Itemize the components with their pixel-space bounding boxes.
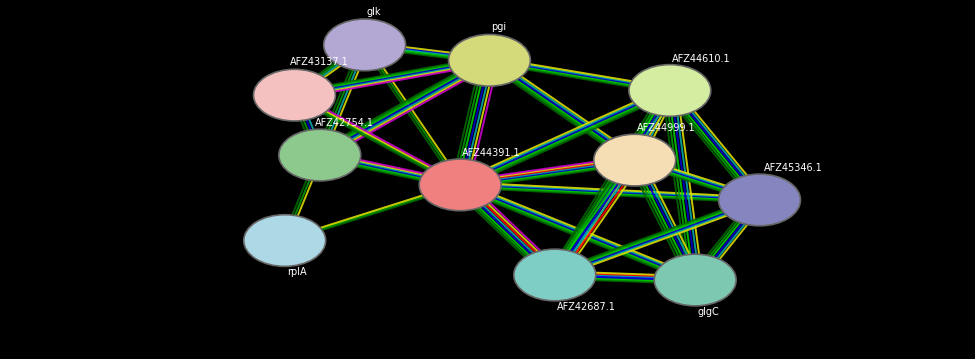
Ellipse shape (244, 215, 326, 266)
Text: AFZ44391.1: AFZ44391.1 (462, 148, 521, 158)
Text: rplA: rplA (287, 267, 306, 278)
Text: AFZ42754.1: AFZ42754.1 (315, 118, 374, 128)
Text: glgC: glgC (697, 307, 719, 317)
Ellipse shape (419, 159, 501, 211)
Text: AFZ45346.1: AFZ45346.1 (764, 163, 823, 173)
Text: AFZ44999.1: AFZ44999.1 (637, 123, 695, 133)
Ellipse shape (254, 69, 335, 121)
Ellipse shape (719, 174, 800, 226)
Ellipse shape (448, 34, 530, 86)
Ellipse shape (594, 134, 676, 186)
Text: AFZ44610.1: AFZ44610.1 (672, 53, 730, 64)
Ellipse shape (629, 65, 711, 116)
Ellipse shape (654, 254, 736, 306)
Ellipse shape (514, 249, 596, 301)
Ellipse shape (279, 129, 361, 181)
Text: pgi: pgi (491, 22, 507, 32)
Text: AFZ43137.1: AFZ43137.1 (290, 57, 348, 67)
Text: glk: glk (367, 7, 381, 17)
Ellipse shape (324, 19, 406, 71)
Text: AFZ42687.1: AFZ42687.1 (557, 302, 615, 312)
